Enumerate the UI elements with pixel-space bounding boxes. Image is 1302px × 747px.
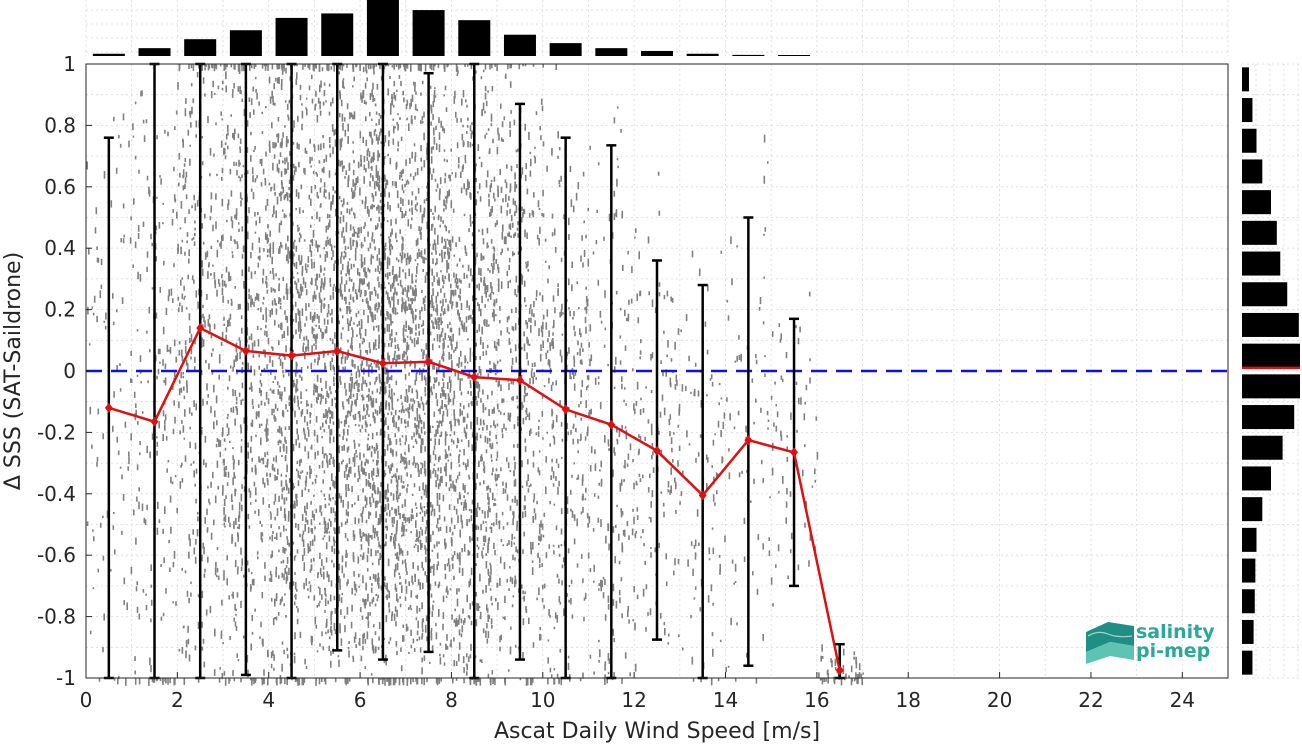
x-axis-ticks: 0 2 4 6 8 10 12 14 16 18 20 22 24 [80, 672, 1195, 712]
y-tick-label: 0.2 [44, 298, 76, 322]
y-tick-label: 0.8 [44, 113, 76, 137]
right-histogram-bar [1242, 435, 1283, 460]
x-tick-label: 4 [262, 688, 275, 712]
top-histogram-bar [686, 53, 719, 56]
right-histogram-bar [1242, 589, 1255, 614]
right-histogram-bar [1242, 98, 1253, 123]
mean-point [196, 323, 205, 334]
mean-point [515, 375, 524, 386]
mean-point [424, 356, 433, 367]
top-histogram-bar [778, 55, 811, 56]
x-tick-label: 8 [445, 688, 458, 712]
logo-line1: salinity [1136, 621, 1215, 643]
top-histogram-bar [503, 34, 536, 56]
right-histogram-bar [1242, 220, 1277, 245]
right-histogram-bar [1242, 558, 1256, 583]
right-histogram-bar [1242, 282, 1288, 307]
mean-point [653, 445, 661, 456]
right-histogram-bar [1242, 128, 1257, 153]
y-tick-label: 1 [63, 52, 76, 76]
right-histogram-bar [1242, 190, 1271, 215]
top-histogram-bar [732, 54, 765, 56]
top-histogram-bar [366, 0, 399, 56]
mean-point [698, 490, 707, 501]
right-histogram-bar [1242, 650, 1253, 675]
x-tick-label: 10 [530, 688, 555, 712]
salinity-pimep-logo: salinity pi-mep [1086, 621, 1215, 664]
x-tick-label: 24 [1170, 688, 1195, 712]
mean-point [241, 346, 250, 357]
mean-point [607, 419, 616, 430]
right-histogram-bar [1242, 497, 1263, 522]
right-histogram-bar [1242, 466, 1271, 491]
right-histogram-bar [1242, 405, 1295, 430]
top-histogram-bar [641, 50, 673, 56]
mean-point [333, 346, 342, 357]
right-histogram [1242, 63, 1302, 679]
x-tick-label: 22 [1078, 688, 1103, 712]
x-tick-label: 16 [804, 688, 829, 712]
mean-point [835, 665, 844, 676]
logo-line2: pi-mep [1136, 640, 1210, 662]
top-histogram-bar [412, 10, 445, 56]
top-histogram-bar [184, 39, 217, 56]
y-tick-label: 0.4 [44, 236, 76, 260]
wave-logo-icon [1086, 622, 1134, 664]
mean-point [378, 358, 387, 369]
top-histogram-bar [275, 17, 308, 57]
x-axis-label: Ascat Daily Wind Speed [m/s] [494, 719, 820, 744]
top-histogram-bar [549, 43, 582, 56]
y-tick-label: -1 [56, 666, 76, 690]
x-tick-label: 20 [987, 688, 1012, 712]
right-histogram-bar [1242, 527, 1257, 552]
x-tick-label: 6 [354, 688, 367, 712]
y-tick-label: -0.4 [37, 482, 76, 506]
y-tick-label: 0 [63, 359, 76, 383]
y-tick-label: -0.6 [37, 543, 76, 567]
mean-point [744, 435, 753, 446]
x-tick-label: 12 [621, 688, 646, 712]
mean-point [470, 372, 479, 383]
x-tick-label: 0 [80, 688, 93, 712]
y-tick-label: -0.8 [37, 605, 76, 629]
y-tick-label: -0.2 [37, 420, 76, 444]
mean-point [287, 350, 296, 361]
x-tick-label: 14 [713, 688, 738, 712]
y-axis-label: Δ SSS (SAT-Saildrone) [1, 252, 26, 490]
top-histogram-bar [92, 53, 125, 56]
right-histogram-bar [1242, 343, 1300, 368]
mean-line [104, 323, 844, 676]
top-histogram-bar [138, 48, 171, 56]
right-histogram-bar [1242, 312, 1299, 337]
right-histogram-bar [1242, 619, 1254, 644]
top-histogram-bar [321, 13, 354, 57]
mean-point [561, 404, 570, 415]
mean-point [104, 402, 113, 413]
mean-point [150, 416, 159, 427]
right-histogram-bar [1242, 67, 1249, 92]
right-histogram-bar [1242, 374, 1300, 399]
mean-point [790, 447, 799, 458]
x-tick-label: 2 [171, 688, 184, 712]
y-axis-ticks: -1 -0.8 -0.6 -0.4 -0.2 0 0.2 0.4 0.6 0.8 1 [37, 52, 92, 690]
top-histogram-bar [458, 20, 491, 56]
x-tick-label: 18 [896, 688, 921, 712]
right-histogram-bar [1242, 159, 1263, 184]
top-histogram [85, 0, 1229, 57]
y-tick-label: 0.6 [44, 175, 76, 199]
top-histogram-bar [229, 30, 262, 56]
right-histogram-bar [1242, 251, 1281, 276]
top-histogram-bar [595, 48, 628, 56]
